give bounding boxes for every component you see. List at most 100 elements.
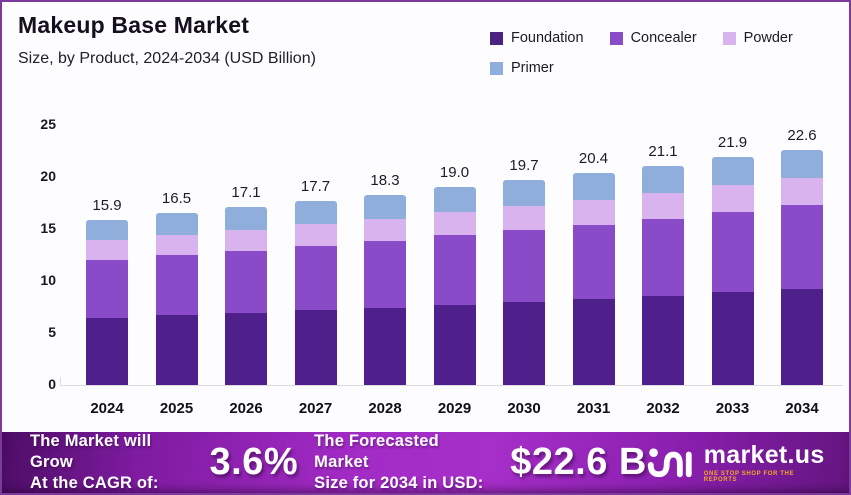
bar-segment-2024-primer: [86, 219, 128, 241]
brand-tagline: ONE STOP SHOP FOR THE REPORTS: [703, 470, 795, 483]
bar-2024: [86, 219, 128, 385]
legend-swatch-concealer: [609, 31, 623, 45]
bar-segment-2031-powder: [572, 199, 615, 225]
bar-segment-2027-concealer: [294, 245, 337, 311]
bar-segment-2024-foundation: [86, 318, 128, 385]
bar-segment-2030-powder: [503, 206, 545, 231]
legend-row-1: Foundation Concealer Powder: [490, 30, 835, 46]
y-axis-tick-20: 20: [40, 168, 56, 184]
legend-item-concealer: Concealer: [609, 30, 697, 46]
bar-2032: [642, 165, 684, 385]
bar-segment-2030-concealer: [503, 230, 545, 302]
bar-segment-2032-foundation: [642, 295, 684, 385]
legend-label: Primer: [511, 60, 554, 76]
legend-item-powder: Powder: [722, 30, 793, 46]
bar-total-label-2029: 19.0: [439, 164, 470, 182]
forecast-label-line1: The Forecasted Market: [314, 431, 439, 471]
y-axis-tick-5: 5: [48, 324, 56, 340]
forecast-label: The Forecasted Market Size for 2034 in U…: [314, 431, 494, 493]
bar-2028: [364, 194, 406, 385]
chart-legend: Foundation Concealer Powder Primer: [490, 30, 835, 90]
bar-segment-2025-powder: [155, 235, 198, 255]
bar-segment-2027-powder: [294, 223, 337, 246]
bar-2026: [225, 207, 267, 385]
bar-segment-2024-powder: [86, 240, 128, 261]
legend-item-primer: Primer: [490, 60, 554, 76]
x-axis-label-2028: 2028: [368, 400, 402, 417]
legend-row-2: Primer: [490, 60, 835, 76]
bar-segment-2030-foundation: [503, 301, 545, 385]
bar-segment-2029-primer: [433, 187, 476, 213]
y-axis-tick-15: 15: [40, 220, 56, 236]
bar-2031: [572, 172, 615, 385]
bar-segment-2033-foundation: [711, 292, 754, 385]
bar-segment-2031-foundation: [572, 298, 615, 385]
legend-label: Concealer: [630, 30, 697, 46]
bar-total-label-2028: 18.3: [370, 171, 400, 189]
y-axis-tick-0: 0: [48, 376, 56, 392]
legend-item-foundation: Foundation: [490, 30, 584, 46]
x-axis-label-2026: 2026: [229, 400, 263, 417]
bar-segment-2027-primer: [294, 200, 337, 224]
y-axis-tick-25: 25: [40, 116, 56, 132]
bar-total-label-2033: 21.9: [717, 134, 748, 152]
bar-segment-2025-concealer: [155, 254, 198, 316]
bar-2025: [155, 213, 198, 385]
bar-segment-2028-foundation: [364, 308, 406, 385]
x-axis-label-2033: 2033: [715, 400, 750, 417]
x-axis-label-2032: 2032: [646, 400, 680, 417]
bar-segment-2029-powder: [433, 212, 476, 236]
bar-segment-2033-concealer: [711, 212, 754, 293]
bar-segment-2029-foundation: [433, 304, 476, 385]
x-axis-label-2031: 2031: [576, 400, 611, 417]
bar-segment-2028-primer: [364, 194, 406, 219]
bar-2030: [503, 180, 545, 385]
bar-2027: [294, 200, 337, 385]
x-axis-label-2034: 2034: [785, 400, 819, 417]
bar-segment-2034-powder: [781, 178, 823, 206]
y-axis-origin-tick: [60, 377, 61, 385]
page-subtitle: Size, by Product, 2024-2034 (USD Billion…: [18, 50, 316, 67]
legend-label: Powder: [743, 30, 793, 46]
bar-total-label-2034: 22.6: [787, 126, 817, 144]
brand-logo: market.us ONE STOP SHOP FOR THE REPORTS: [647, 442, 827, 484]
x-axis-label-2024: 2024: [90, 400, 124, 417]
legend-label: Foundation: [511, 30, 584, 46]
x-axis-label-2030: 2030: [507, 400, 541, 417]
brand-text: market.us ONE STOP SHOP FOR THE REPORTS: [703, 442, 827, 483]
bar-segment-2025-foundation: [155, 315, 198, 385]
bar-segment-2032-concealer: [642, 218, 684, 296]
bar-total-label-2027: 17.7: [300, 177, 331, 195]
bar-segment-2030-primer: [503, 180, 545, 207]
bar-2034: [781, 149, 823, 385]
cagr-value: 3.6%: [209, 441, 299, 483]
bar-2033: [711, 157, 754, 385]
bar-segment-2026-concealer: [225, 250, 267, 314]
cagr-label-line2: At the CAGR of:: [30, 474, 159, 493]
bar-2029: [433, 187, 476, 385]
bar-total-label-2030: 19.7: [509, 157, 539, 175]
bar-segment-2026-primer: [225, 207, 267, 231]
market-us-logo-icon: [647, 447, 692, 477]
bar-total-label-2031: 20.4: [578, 149, 609, 167]
bar-total-label-2025: 16.5: [161, 190, 192, 208]
page-title: Makeup Base Market: [18, 12, 250, 38]
bar-segment-2027-foundation: [294, 310, 337, 385]
cagr-label: The Market will Grow At the CAGR of:: [30, 431, 196, 493]
x-axis-line: [60, 385, 843, 386]
bar-segment-2032-powder: [642, 192, 684, 219]
footer-banner: The Market will Grow At the CAGR of: 3.6…: [2, 432, 849, 493]
bar-segment-2031-concealer: [572, 224, 615, 299]
bar-segment-2026-foundation: [225, 313, 267, 385]
bar-segment-2026-powder: [225, 230, 267, 251]
bar-total-label-2024: 15.9: [92, 196, 122, 214]
bar-segment-2024-concealer: [86, 260, 128, 319]
x-axis-label-2029: 2029: [437, 400, 472, 417]
bar-segment-2034-concealer: [781, 205, 823, 290]
x-axis-label-2025: 2025: [159, 400, 194, 417]
legend-swatch-powder: [722, 31, 736, 45]
bar-segment-2033-primer: [711, 157, 754, 186]
bar-segment-2034-foundation: [781, 289, 823, 385]
legend-swatch-primer: [490, 61, 503, 75]
